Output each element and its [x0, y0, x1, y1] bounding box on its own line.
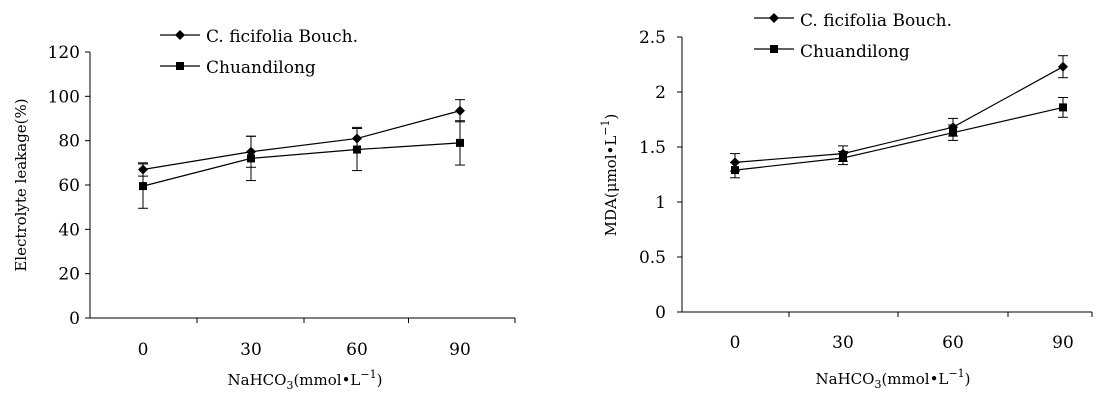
legend-marker: [770, 45, 778, 53]
data-point-2: [731, 166, 739, 175]
y-axis-title-sup: −1: [599, 119, 612, 135]
data-point-2: [139, 182, 147, 191]
x-axis-title-sub: 3: [286, 379, 293, 392]
legend-label: Chuandilong: [800, 42, 910, 62]
series-line-2: [734, 106, 1064, 171]
y-tick-label: 100: [48, 87, 80, 107]
x-axis-title-sup: −1: [360, 368, 376, 381]
y-tick-label: 120: [48, 43, 80, 63]
y-tick-label: 40: [58, 220, 80, 240]
x-axis-title-mid: (mmol•L: [881, 370, 948, 388]
x-tick-label: 0: [730, 333, 741, 353]
data-point-2: [247, 154, 255, 163]
series-line-1: [734, 66, 1064, 163]
data-point-2: [949, 128, 957, 137]
x-axis-title-sub: 3: [874, 378, 881, 391]
legend-label: C. ficifolia Bouch.: [206, 27, 358, 47]
y-tick-label: 80: [58, 132, 80, 152]
x-axis-title-end: ): [377, 371, 383, 389]
x-tick-label: 90: [449, 340, 471, 360]
data-point-2: [839, 154, 847, 162]
y-tick-label: 0: [655, 303, 666, 323]
data-point-1: [1058, 61, 1068, 72]
y-tick-label: 2.5: [639, 28, 666, 48]
x-tick-label: 60: [346, 340, 368, 360]
data-point-1: [455, 105, 465, 116]
x-axis-title-sup: −1: [948, 367, 964, 380]
legend-marker: [175, 30, 185, 40]
legend-marker: [769, 13, 779, 23]
data-point-2: [1059, 103, 1067, 112]
y-axis-title-base: MDA(μmol•L: [602, 136, 620, 237]
y-axis-title: MDA(μmol•L−1): [599, 114, 620, 237]
x-tick-label: 30: [832, 333, 854, 353]
legend-label: C. ficifolia Bouch.: [800, 11, 952, 31]
series-line-1: [142, 110, 461, 171]
y-tick-label: 1.5: [639, 138, 666, 158]
y-tick-label: 20: [58, 265, 80, 285]
y-tick-label: 0: [69, 309, 80, 329]
x-axis-title-end: ): [965, 370, 971, 388]
y-tick-label: 1: [655, 193, 666, 213]
x-axis-title-base: NaHCO: [228, 371, 287, 389]
chart-panel-1: 0 20 40 60 80 100 120 0 30 60 90 NaHCO3(mmol•L−1) El…: [12, 27, 516, 392]
y-tick-label: 60: [58, 176, 80, 196]
legend-marker: [176, 62, 184, 70]
x-tick-label: 60: [942, 333, 964, 353]
y-tick-label: 2: [655, 83, 666, 103]
x-tick-label: 30: [240, 340, 262, 360]
x-axis-title: NaHCO3(mmol•L−1): [228, 368, 383, 392]
y-tick-label: 0.5: [639, 248, 666, 268]
x-axis-title: NaHCO3(mmol•L−1): [816, 367, 971, 391]
data-point-2: [456, 138, 464, 147]
x-axis-title-mid: (mmol•L: [293, 371, 360, 389]
x-tick-label: 0: [138, 340, 149, 360]
series-line-2: [142, 142, 461, 187]
x-axis-title-base: NaHCO: [816, 370, 875, 388]
chart-panel-2: 00.511.522.50 30 60 90NaHCO3(mmol•L−1)MDA(μ…: [599, 11, 1093, 391]
legend-label: Chuandilong: [206, 58, 316, 78]
data-point-2: [353, 145, 361, 154]
x-tick-label: 90: [1052, 333, 1074, 353]
y-axis-title: Electrolyte leakage(%): [12, 98, 30, 271]
y-axis-title-end: ): [602, 114, 620, 120]
